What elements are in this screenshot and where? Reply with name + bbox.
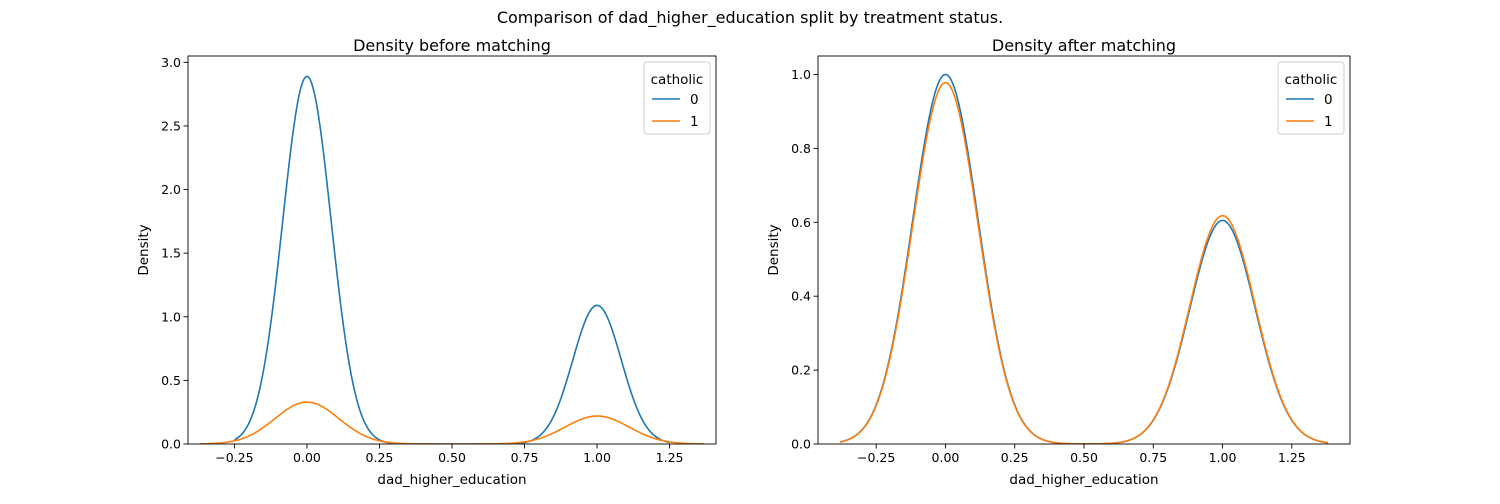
y-tick-label: 1.0	[791, 67, 811, 82]
x-tick-label: 0.75	[1139, 450, 1167, 465]
x-axis-label: dad_higher_education	[377, 472, 526, 488]
x-tick-label: 0.25	[366, 450, 394, 465]
y-tick-label: 0.6	[791, 215, 811, 230]
y-tick-label: 0.0	[791, 437, 811, 452]
x-tick-label: 1.00	[1209, 450, 1237, 465]
legend-entry-0: 0	[690, 92, 699, 108]
y-axis-label: Density	[766, 224, 782, 275]
y-tick-label: 0.4	[791, 289, 811, 304]
subplot-title: Density before matching	[353, 36, 551, 55]
y-tick-label: 0.2	[791, 363, 811, 378]
x-tick-label: 0.00	[932, 450, 960, 465]
series-line-0	[234, 75, 670, 444]
x-axis-label: dad_higher_education	[1009, 472, 1158, 488]
legend-entry-0: 0	[1324, 92, 1333, 108]
y-tick-label: 0.5	[161, 373, 181, 388]
y-axis-label: Density	[136, 224, 152, 275]
figure-title: Comparison of dad_higher_education split…	[497, 8, 1003, 28]
series-line-1	[199, 401, 705, 444]
x-tick-label: 1.00	[583, 450, 611, 465]
y-tick-label: 0.8	[791, 141, 811, 156]
legend: catholic 0 1	[1277, 61, 1345, 135]
subplot-2: Density after matching−0.25 0.00 0.25 0.50 0…	[766, 36, 1351, 488]
legend-box	[643, 61, 711, 135]
legend-title: catholic	[651, 72, 704, 88]
axes-frame	[817, 55, 1351, 445]
legend: catholic 0 1	[643, 61, 711, 135]
y-tick-label: 3.0	[161, 55, 181, 70]
x-tick-label: 0.75	[511, 450, 539, 465]
subplot-1: Density before matching−0.25 0.00 0.25 0.50…	[136, 36, 717, 488]
x-tick-label: 0.50	[438, 450, 466, 465]
y-tick-label: 0.0	[161, 437, 181, 452]
y-tick-label: 1.5	[161, 246, 181, 261]
x-tick-label: −0.25	[215, 450, 253, 465]
series-line-1	[840, 81, 1328, 444]
legend-entry-1: 1	[1324, 114, 1333, 130]
legend-box	[1277, 61, 1345, 135]
x-tick-label: 1.25	[656, 450, 684, 465]
x-tick-label: 0.50	[1070, 450, 1098, 465]
axes-frame	[187, 55, 717, 445]
y-tick-label: 2.0	[161, 182, 181, 197]
x-tick-label: 1.25	[1278, 450, 1306, 465]
x-tick-label: 0.00	[293, 450, 321, 465]
x-tick-label: −0.25	[857, 450, 895, 465]
legend-entry-1: 1	[690, 114, 699, 130]
subplot-title: Density after matching	[992, 36, 1176, 55]
y-tick-label: 2.5	[161, 118, 181, 133]
series-line-0	[840, 73, 1328, 444]
x-tick-label: 0.25	[1001, 450, 1029, 465]
legend-title: catholic	[1285, 72, 1338, 88]
y-tick-label: 1.0	[161, 309, 181, 324]
